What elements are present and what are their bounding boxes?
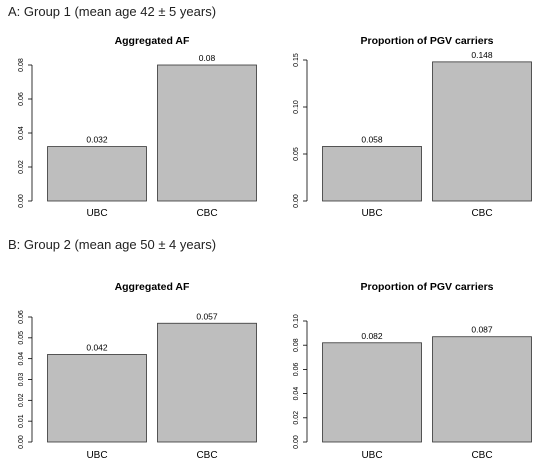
y-tick-label: 0.04	[18, 126, 25, 140]
category-label: CBC	[471, 450, 492, 461]
y-tick-label: 0.06	[18, 310, 25, 324]
chart-title: Aggregated AF	[115, 35, 190, 47]
bar	[322, 342, 422, 443]
category-label: UBC	[86, 450, 107, 461]
chart-group1-aggregated-af: Aggregated AF 0.00 0.02 0.04 0.06 0.08 0.032 UB…	[18, 35, 257, 219]
chart-group2-aggregated-af: Aggregated AF 0.00 0.01 0.02 0.03 0.04 0.05 0.0…	[18, 281, 257, 461]
category-label: UBC	[361, 208, 382, 219]
bar-value-label: 0.08	[199, 53, 216, 63]
category-label: UBC	[361, 450, 382, 461]
y-tick-label: 0.00	[293, 194, 300, 208]
group-1-title: A: Group 1 (mean age 42 ± 5 years)	[8, 4, 217, 19]
bar-value-label: 0.082	[361, 331, 383, 341]
y-tick-label: 0.00	[293, 435, 300, 449]
y-tick-label: 0.10	[293, 100, 300, 114]
y-tick-label: 0.03	[18, 373, 25, 387]
category-label: CBC	[196, 208, 217, 219]
y-tick-label: 0.10	[293, 314, 300, 328]
bar	[157, 322, 257, 443]
group-2-title: B: Group 2 (mean age 50 ± 4 years)	[8, 237, 217, 252]
bar-value-label: 0.148	[471, 50, 493, 60]
bar-value-label: 0.042	[86, 343, 108, 353]
bar	[157, 64, 257, 202]
y-tick-label: 0.08	[293, 338, 300, 352]
chart-title: Proportion of PGV carriers	[360, 281, 493, 293]
y-tick-label: 0.04	[18, 352, 25, 366]
y-tick-label: 0.15	[293, 53, 300, 67]
y-tick-label: 0.05	[293, 147, 300, 161]
y-tick-label: 0.02	[293, 411, 300, 425]
chart-group2-pgv-carriers: Proportion of PGV carriers 0.00 0.02 0.04 0.…	[293, 281, 532, 461]
bar-value-label: 0.032	[86, 135, 108, 145]
chart-title: Proportion of PGV carriers	[360, 35, 493, 47]
category-label: CBC	[471, 208, 492, 219]
y-tick-label: 0.01	[18, 414, 25, 428]
y-tick-label: 0.08	[18, 58, 25, 72]
bar	[47, 146, 147, 202]
y-tick-label: 0.06	[293, 362, 300, 376]
category-label: CBC	[196, 450, 217, 461]
y-tick-label: 0.02	[18, 393, 25, 407]
y-tick-label: 0.05	[18, 331, 25, 345]
y-tick-label: 0.00	[18, 435, 25, 449]
chart-title: Aggregated AF	[115, 281, 190, 293]
bar-value-label: 0.057	[196, 311, 218, 321]
y-tick-label: 0.04	[293, 387, 300, 401]
bar-value-label: 0.058	[361, 134, 383, 144]
y-tick-label: 0.00	[18, 194, 25, 208]
bar	[322, 146, 422, 202]
bar	[47, 354, 147, 443]
bar	[432, 336, 532, 443]
y-tick-label: 0.06	[18, 92, 25, 106]
chart-group1-pgv-carriers: Proportion of PGV carriers 0.00 0.05 0.10 0.…	[293, 35, 532, 219]
category-label: UBC	[86, 208, 107, 219]
y-tick-label: 0.02	[18, 160, 25, 174]
bar-value-label: 0.087	[471, 325, 493, 335]
bar	[432, 61, 532, 202]
